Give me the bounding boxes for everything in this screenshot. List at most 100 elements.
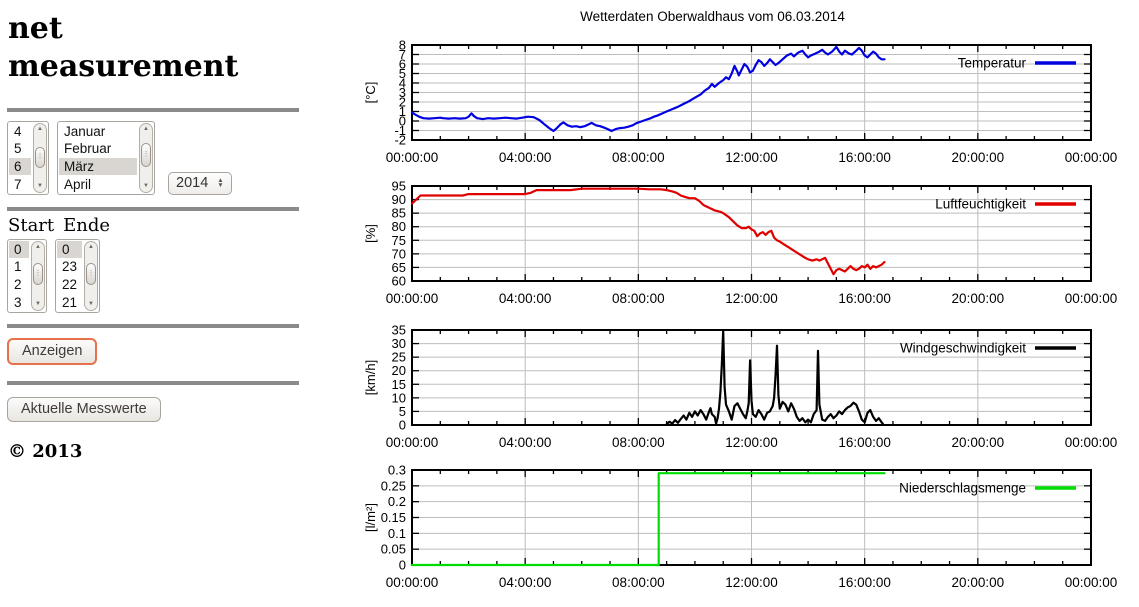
scroll-thumb[interactable]	[141, 143, 151, 167]
scrollbar[interactable]: ▲ ▼	[31, 240, 45, 311]
scroll-thumb[interactable]	[86, 262, 96, 285]
svg-text:95: 95	[392, 179, 406, 194]
svg-text:12:00:00: 12:00:00	[725, 435, 778, 450]
chart-niederschlagsmenge: 00.050.10.150.20.250.3 00:00:00 04:00:00 08…	[363, 463, 1117, 590]
year-spinner-value: 2014	[176, 175, 209, 192]
svg-text:16:00:00: 16:00:00	[838, 435, 891, 450]
svg-text:6: 6	[399, 57, 406, 72]
scroll-track[interactable]	[32, 253, 44, 299]
svg-text:0.25: 0.25	[381, 478, 406, 493]
svg-text:12:00:00: 12:00:00	[725, 575, 778, 590]
scroll-up-icon[interactable]: ▲	[88, 244, 94, 251]
copyright: © 2013	[8, 440, 83, 462]
svg-text:Temperatur: Temperatur	[958, 56, 1027, 71]
end-label: Ende	[63, 214, 111, 236]
svg-text:20:00:00: 20:00:00	[952, 150, 1005, 165]
list-item[interactable]: 22	[62, 277, 78, 293]
svg-text:08:00:00: 08:00:00	[612, 291, 665, 306]
svg-text:20:00:00: 20:00:00	[952, 291, 1005, 306]
start-hour-listbox[interactable]: 01 23 ▲ ▼	[7, 238, 47, 313]
list-item[interactable]: 1	[14, 259, 22, 275]
svg-text:75: 75	[392, 233, 406, 248]
svg-text:20:00:00: 20:00:00	[952, 435, 1005, 450]
svg-text:00:00:00: 00:00:00	[386, 435, 439, 450]
svg-text:30: 30	[392, 336, 406, 351]
scroll-thumb[interactable]	[33, 262, 43, 285]
svg-text:3: 3	[399, 85, 406, 100]
scroll-up-icon[interactable]: ▲	[35, 244, 41, 251]
spinner-arrows[interactable]: ▲ ▼	[217, 176, 224, 190]
svg-text:8: 8	[399, 38, 406, 53]
scrollbar[interactable]: ▲ ▼	[33, 122, 47, 193]
svg-text:08:00:00: 08:00:00	[612, 150, 665, 165]
scrollbar[interactable]: ▲ ▼	[84, 240, 98, 311]
divider	[7, 107, 299, 112]
svg-text:35: 35	[392, 323, 406, 338]
svg-text:-2: -2	[394, 133, 406, 148]
svg-text:16:00:00: 16:00:00	[838, 575, 891, 590]
svg-text:00:00:00: 00:00:00	[1065, 150, 1118, 165]
list-item[interactable]: 0	[9, 240, 29, 258]
svg-text:00:00:00: 00:00:00	[386, 575, 439, 590]
scroll-track[interactable]	[34, 135, 46, 181]
svg-text:5: 5	[399, 404, 406, 419]
list-item[interactable]: Februar	[64, 141, 112, 157]
svg-text:4: 4	[399, 76, 406, 91]
list-item[interactable]: März	[59, 158, 137, 176]
list-item[interactable]: 0	[57, 240, 83, 258]
scroll-up-icon[interactable]: ▲	[143, 126, 149, 133]
svg-text:Windgeschwindigkeit: Windgeschwindigkeit	[900, 341, 1026, 356]
divider	[7, 380, 299, 385]
svg-text:[%]: [%]	[363, 224, 378, 243]
scroll-down-icon[interactable]: ▼	[88, 301, 94, 308]
list-item[interactable]: 21	[62, 294, 78, 310]
list-item[interactable]: Januar	[64, 123, 106, 139]
year-spinner[interactable]: 2014 ▲ ▼	[168, 171, 232, 195]
start-label: Start	[8, 214, 55, 236]
app-title: net measurement	[8, 10, 299, 87]
list-item[interactable]: 4	[14, 123, 22, 139]
list-item[interactable]: 23	[62, 259, 78, 275]
spinner-up-icon[interactable]: ▲	[217, 176, 224, 184]
svg-text:04:00:00: 04:00:00	[499, 435, 552, 450]
scroll-down-icon[interactable]: ▼	[143, 183, 149, 190]
scroll-up-icon[interactable]: ▲	[37, 126, 43, 133]
charts-panel: Wetterdaten Oberwaldhaus vom 06.03.2014 …	[360, 0, 1139, 607]
day-listbox[interactable]: 4 567 ▲ ▼	[7, 120, 49, 195]
list-item[interactable]: 3	[14, 294, 22, 310]
svg-text:85: 85	[392, 206, 406, 221]
range-labels: Start Ende	[8, 215, 299, 236]
svg-text:16:00:00: 16:00:00	[838, 291, 891, 306]
divider	[7, 206, 299, 211]
svg-text:0.2: 0.2	[388, 494, 406, 509]
scroll-track[interactable]	[85, 253, 97, 299]
current-measurements-button[interactable]: Aktuelle Messwerte	[7, 396, 161, 422]
svg-text:00:00:00: 00:00:00	[386, 291, 439, 306]
svg-text:08:00:00: 08:00:00	[612, 435, 665, 450]
svg-text:04:00:00: 04:00:00	[499, 575, 552, 590]
list-item[interactable]: 6	[9, 158, 31, 176]
svg-text:0.1: 0.1	[388, 526, 406, 541]
list-item[interactable]: 2	[14, 277, 22, 293]
svg-text:1: 1	[399, 104, 406, 119]
app-title-line2: measurement	[8, 49, 239, 85]
scrollbar[interactable]: ▲ ▼	[139, 122, 153, 193]
list-item[interactable]: April	[64, 176, 92, 192]
spinner-down-icon[interactable]: ▼	[217, 182, 224, 190]
svg-text:0.3: 0.3	[388, 463, 406, 478]
scroll-track[interactable]	[140, 135, 152, 181]
svg-text:0.05: 0.05	[381, 542, 406, 557]
scroll-down-icon[interactable]: ▼	[37, 183, 43, 190]
svg-text:10: 10	[392, 390, 406, 405]
scroll-down-icon[interactable]: ▼	[35, 301, 41, 308]
scroll-thumb[interactable]	[35, 146, 45, 168]
svg-text:25: 25	[392, 350, 406, 365]
list-item[interactable]: 7	[14, 176, 22, 192]
show-button[interactable]: Anzeigen	[7, 337, 98, 365]
list-item[interactable]: 5	[14, 141, 22, 157]
svg-text:[l/m²]: [l/m²]	[363, 503, 378, 532]
